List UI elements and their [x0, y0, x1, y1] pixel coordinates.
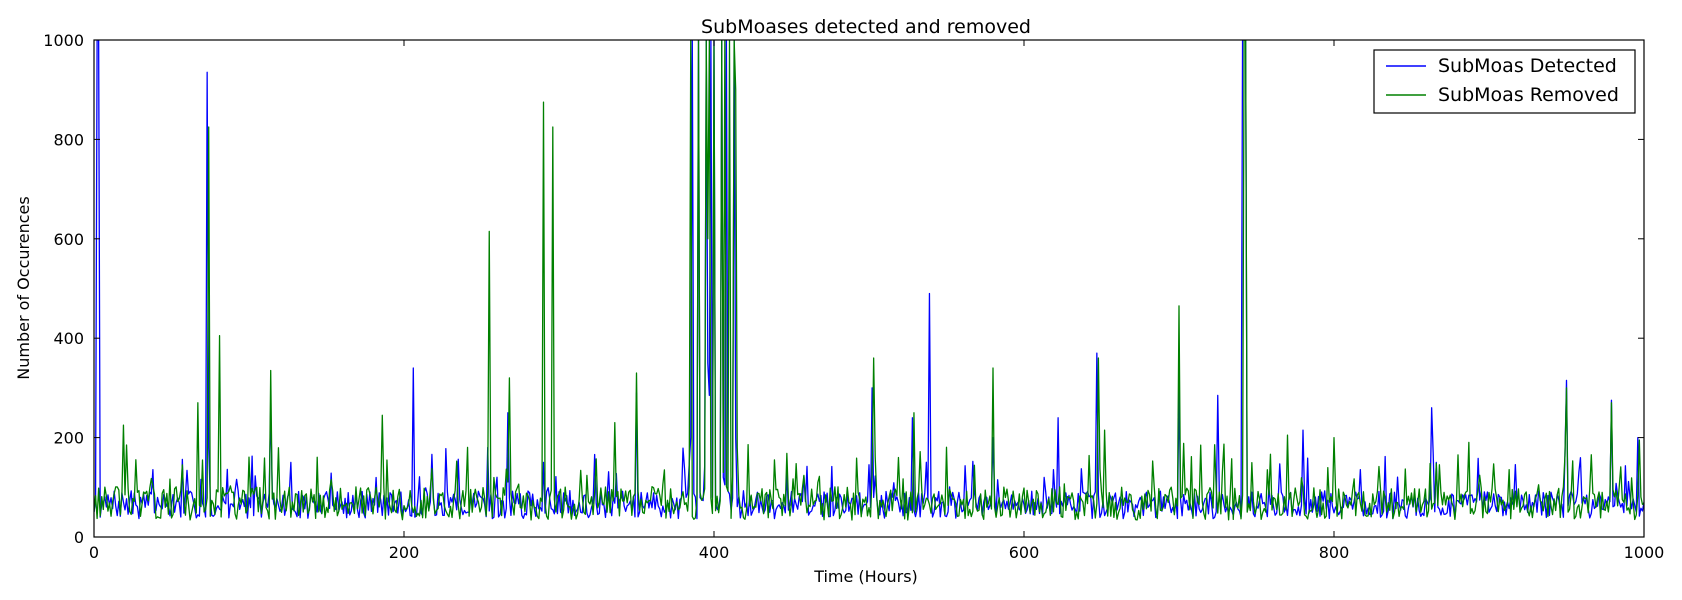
x-tick-label: 800: [1319, 543, 1350, 562]
x-tick-label: 1000: [1624, 543, 1665, 562]
y-axis: 0 200 400 600 800 1000: [43, 31, 1644, 547]
y-axis-label: Number of Occurences: [14, 196, 33, 379]
x-tick-label: 400: [699, 543, 730, 562]
y-tick-label: 400: [53, 329, 84, 348]
x-axis-label: Time (Hours): [813, 567, 918, 586]
series-line-removed: [94, 40, 1644, 521]
legend-label-removed: SubMoas Removed: [1438, 84, 1619, 106]
legend: SubMoas Detected SubMoas Removed: [1373, 49, 1636, 114]
series-line-detected: [94, 40, 1644, 520]
y-tick-label: 0: [74, 528, 84, 547]
chart-title: SubMoases detected and removed: [701, 16, 1031, 38]
x-tick-label: 0: [89, 543, 99, 562]
x-tick-label: 600: [1009, 543, 1040, 562]
y-tick-label: 800: [53, 130, 84, 149]
series-layer: [94, 40, 1644, 521]
legend-label-detected: SubMoas Detected: [1438, 55, 1617, 77]
x-axis: 0 200 400 600 800 1000: [89, 40, 1664, 562]
plot-area: [93, 39, 1645, 538]
y-tick-label: 200: [53, 429, 84, 448]
x-tick-label: 200: [389, 543, 420, 562]
y-tick-label: 600: [53, 230, 84, 249]
y-tick-label: 1000: [43, 31, 84, 50]
plot-frame: [93, 39, 1645, 538]
legend-box: [1373, 49, 1636, 114]
